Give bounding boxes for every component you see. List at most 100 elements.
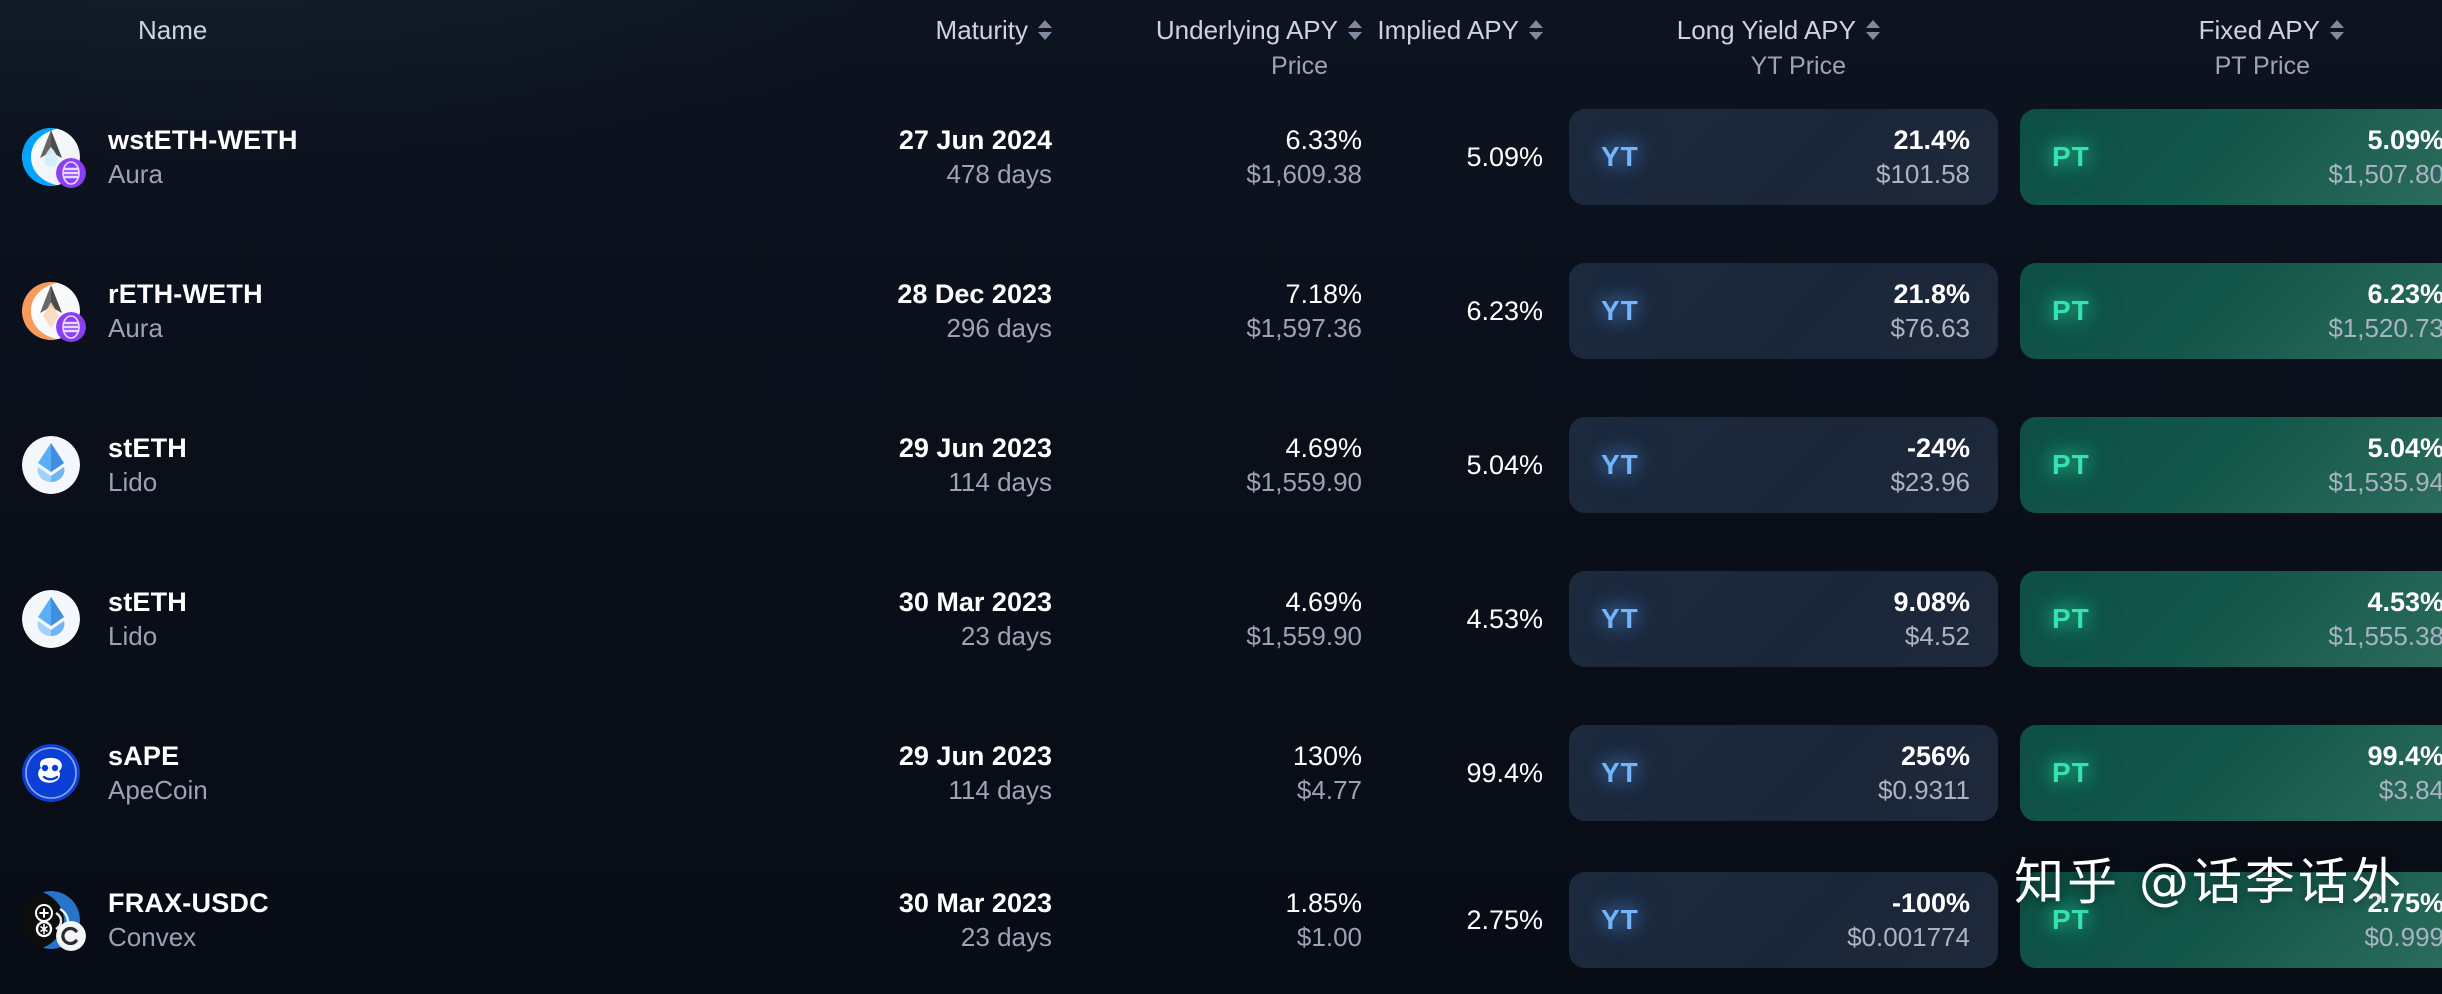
table-header-row: Name Maturity Underlying APY Price Impli…	[0, 0, 2442, 80]
lido-icon-glyph	[22, 590, 80, 648]
asset-name-cell[interactable]: FRAX-USDC Convex	[0, 888, 760, 953]
pt-cell[interactable]: PT 6.23% $1,520.73	[2020, 234, 2442, 388]
sort-icon[interactable]	[2330, 17, 2344, 43]
yt-card[interactable]: YT 21.8% $76.63	[1569, 263, 1998, 359]
table-row[interactable]: wstETH-WETH Aura 27 Jun 2024 478 days 6.33% $…	[0, 80, 2442, 234]
sort-icon[interactable]	[1866, 17, 1880, 43]
yt-price-value: $4.52	[1904, 621, 1970, 652]
pt-apy-value: 6.23%	[2367, 278, 2442, 309]
maturity-days: 114 days	[948, 775, 1052, 806]
pt-card[interactable]: PT 5.04% $1,535.94	[2020, 417, 2442, 513]
implied-apy-cell: 4.53%	[1370, 603, 1555, 635]
asset-name-text: FRAX-USDC Convex	[108, 888, 269, 953]
yt-card[interactable]: YT 256% $0.9311	[1569, 725, 1998, 821]
reth-icon	[22, 282, 86, 342]
pt-values: 4.53% $1,555.38	[2328, 586, 2442, 653]
column-header-implied-apy-label: Implied APY	[1377, 15, 1519, 45]
yt-apy-value: 256%	[1900, 740, 1970, 771]
column-header-pt-price-sublabel: PT Price	[2214, 51, 2310, 80]
maturity-date: 29 Jun 2023	[898, 432, 1052, 463]
yt-cell[interactable]: YT 9.08% $4.52	[1555, 542, 2020, 696]
asset-name-label: wstETH-WETH	[108, 124, 298, 155]
underlying-price-value: $1,559.90	[1246, 621, 1362, 652]
maturity-date: 29 Jun 2023	[898, 740, 1052, 771]
pt-values: 5.09% $1,507.80	[2328, 124, 2442, 191]
implied-apy-value: 5.04%	[1466, 449, 1543, 480]
column-header-underlying-price-sublabel: Price	[1271, 51, 1328, 80]
yt-cell[interactable]: YT 21.8% $76.63	[1555, 234, 2020, 388]
pt-card[interactable]: PT 4.53% $1,555.38	[2020, 571, 2442, 667]
table-body: wstETH-WETH Aura 27 Jun 2024 478 days 6.33% $…	[0, 80, 2442, 990]
table-row[interactable]: FRAX-USDC Convex 30 Mar 2023 23 days 1.85% $1…	[0, 850, 2442, 990]
column-header-name-label: Name	[138, 15, 208, 45]
pt-apy-value: 5.09%	[2367, 124, 2442, 155]
pt-price-value: $1,507.80	[2328, 159, 2442, 190]
maturity-cell: 29 Jun 2023 114 days	[760, 432, 1070, 499]
sort-icon[interactable]	[1529, 17, 1543, 43]
column-header-underlying-apy[interactable]: Underlying APY Price	[1070, 14, 1370, 82]
asset-name-text: sAPE ApeCoin	[108, 741, 208, 806]
table-row[interactable]: sAPE ApeCoin 29 Jun 2023 114 days 130% $4.77 9…	[0, 696, 2442, 850]
pt-card[interactable]: PT 2.75% $0.999	[2020, 872, 2442, 968]
pt-apy-value: 99.4%	[2367, 740, 2442, 771]
pt-card[interactable]: PT 99.4% $3.84	[2020, 725, 2442, 821]
asset-name-cell[interactable]: stETH Lido	[0, 433, 760, 498]
asset-name-text: wstETH-WETH Aura	[108, 125, 298, 190]
pt-price-value: $0.999	[2364, 922, 2442, 953]
yt-card[interactable]: YT -100% $0.001774	[1569, 872, 1998, 968]
pt-cell[interactable]: PT 4.53% $1,555.38	[2020, 542, 2442, 696]
asset-name-cell[interactable]: stETH Lido	[0, 587, 760, 652]
aura-badge-icon	[56, 158, 86, 188]
table-row[interactable]: rETH-WETH Aura 28 Dec 2023 296 days 7.18% $1,…	[0, 234, 2442, 388]
yt-tag-label: YT	[1601, 141, 1639, 172]
yt-tag-label: YT	[1601, 449, 1639, 480]
yt-card[interactable]: YT -24% $23.96	[1569, 417, 1998, 513]
yt-tag-label: YT	[1601, 757, 1639, 788]
pt-price-value: $1,520.73	[2328, 313, 2442, 344]
yt-cell[interactable]: YT 21.4% $101.58	[1555, 80, 2020, 234]
table-row[interactable]: stETH Lido 29 Jun 2023 114 days 4.69% $1,559.…	[0, 388, 2442, 542]
implied-apy-value: 4.53%	[1466, 603, 1543, 634]
column-header-name: Name	[0, 14, 760, 47]
sort-icon[interactable]	[1038, 17, 1052, 43]
yt-card[interactable]: YT 21.4% $101.58	[1569, 109, 1998, 205]
pt-cell[interactable]: PT 99.4% $3.84	[2020, 696, 2442, 850]
pt-cell[interactable]: PT 5.04% $1,535.94	[2020, 388, 2442, 542]
column-header-maturity-label: Maturity	[935, 15, 1028, 45]
column-header-maturity[interactable]: Maturity	[760, 14, 1070, 47]
column-header-implied-apy[interactable]: Implied APY	[1370, 14, 1555, 47]
pt-tag-label: PT	[2052, 757, 2090, 788]
asset-name-cell[interactable]: rETH-WETH Aura	[0, 279, 760, 344]
underlying-apy-cell: 4.69% $1,559.90	[1070, 432, 1370, 499]
pt-cell[interactable]: PT 2.75% $0.999	[2020, 850, 2442, 990]
pt-values: 2.75% $0.999	[2364, 887, 2442, 954]
column-header-long-yield-apy[interactable]: Long Yield APY YT Price	[1555, 14, 2020, 82]
yt-card[interactable]: YT 9.08% $4.52	[1569, 571, 1998, 667]
underlying-apy-value: 4.69%	[1285, 432, 1362, 463]
asset-protocol-label: Lido	[108, 466, 158, 497]
sort-icon[interactable]	[1348, 17, 1362, 43]
yt-values: -24% $23.96	[1890, 432, 1970, 499]
yt-price-value: $101.58	[1876, 159, 1970, 190]
aura-badge-icon	[56, 312, 86, 342]
lido-icon	[22, 436, 80, 494]
asset-name-cell[interactable]: sAPE ApeCoin	[0, 741, 760, 806]
asset-name-label: rETH-WETH	[108, 278, 263, 309]
yt-cell[interactable]: YT -100% $0.001774	[1555, 850, 2020, 990]
pt-apy-value: 2.75%	[2367, 887, 2442, 918]
pt-card[interactable]: PT 6.23% $1,520.73	[2020, 263, 2442, 359]
pt-values: 99.4% $3.84	[2367, 740, 2442, 807]
pt-card[interactable]: PT 5.09% $1,507.80	[2020, 109, 2442, 205]
implied-apy-value: 99.4%	[1466, 757, 1543, 788]
maturity-cell: 29 Jun 2023 114 days	[760, 740, 1070, 807]
wsteth-icon-glyph	[22, 128, 80, 186]
yt-cell[interactable]: YT -24% $23.96	[1555, 388, 2020, 542]
table-row[interactable]: stETH Lido 30 Mar 2023 23 days 4.69% $1,559.9…	[0, 542, 2442, 696]
asset-name-cell[interactable]: wstETH-WETH Aura	[0, 125, 760, 190]
yt-price-value: $0.9311	[1877, 775, 1970, 806]
pt-cell[interactable]: PT 5.09% $1,507.80	[2020, 80, 2442, 234]
yt-values: 9.08% $4.52	[1893, 586, 1970, 653]
column-header-fixed-apy[interactable]: Fixed APY PT Price	[2020, 14, 2442, 82]
yt-cell[interactable]: YT 256% $0.9311	[1555, 696, 2020, 850]
yt-apy-value: -100%	[1891, 887, 1970, 918]
